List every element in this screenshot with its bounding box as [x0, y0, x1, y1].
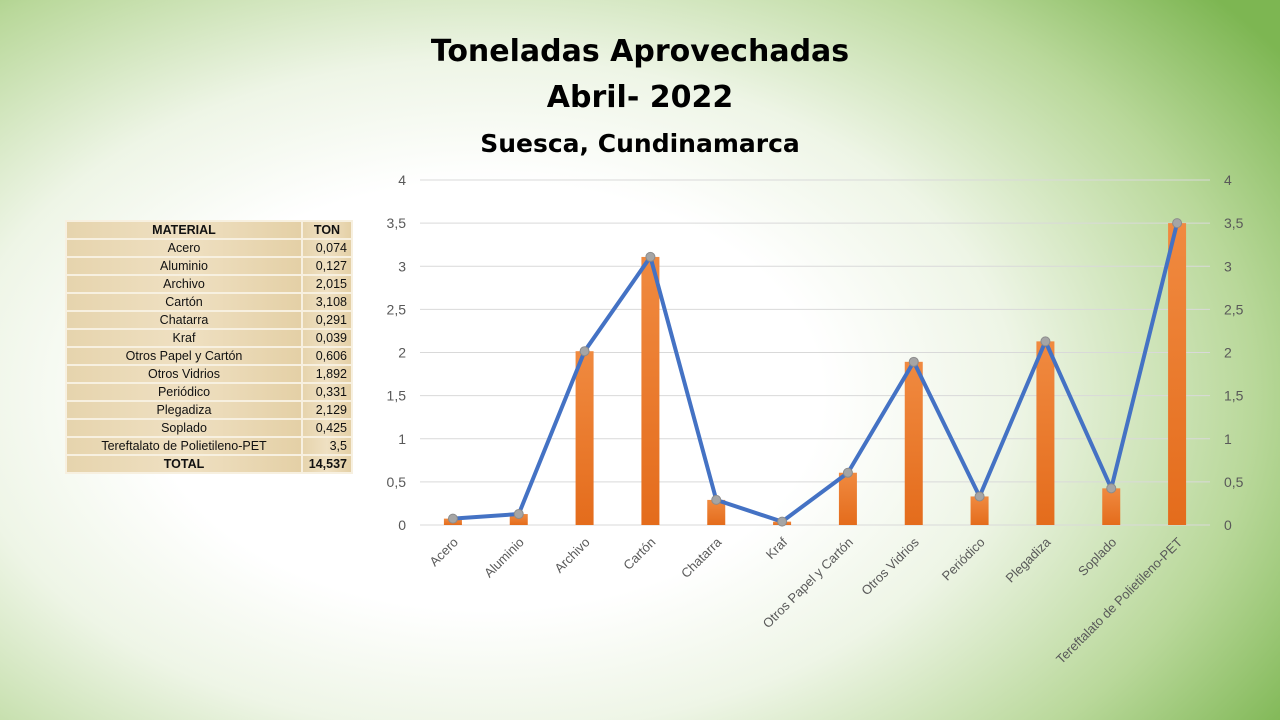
line-marker: [908, 356, 919, 367]
table-header-row: MATERIAL TON: [65, 220, 353, 240]
table-row: Otros Vidrios 1,892: [65, 364, 353, 384]
table-row: Kraf 0,039: [65, 328, 353, 348]
total-value: 14,537: [301, 454, 353, 474]
chart-title: Toneladas Aprovechadas: [430, 34, 850, 69]
line-marker: [447, 513, 458, 524]
y-tick-label-right: 2,5: [1224, 301, 1244, 317]
ton-cell: 1,892: [301, 364, 353, 384]
table-row: Aluminio 0,127: [65, 256, 353, 276]
header-material: MATERIAL: [65, 220, 303, 240]
table-row: Otros Papel y Cartón 0,606: [65, 346, 353, 366]
line-marker: [579, 346, 590, 357]
material-cell: Tereftalato de Polietileno-PET: [65, 436, 303, 456]
bar: [1036, 341, 1055, 525]
bar: [707, 499, 726, 525]
y-tick-label-left: 1,5: [387, 388, 407, 404]
material-cell: Chatarra: [65, 310, 303, 330]
series-line: [452, 222, 1180, 524]
ton-cell: 0,291: [301, 310, 353, 330]
x-category-label: Cartón: [620, 535, 658, 573]
material-cell: Archivo: [65, 274, 303, 294]
x-category-label: Archivo: [551, 535, 592, 576]
line-marker: [974, 491, 985, 502]
y-tick-label-right: 3,5: [1224, 215, 1244, 231]
material-cell: Otros Papel y Cartón: [65, 346, 303, 366]
table-row: Plegadiza 2,129: [65, 400, 353, 420]
total-label: TOTAL: [65, 454, 303, 474]
bar: [904, 361, 923, 525]
x-category-label: Periódico: [939, 535, 988, 584]
bar: [1168, 223, 1187, 525]
ton-cell: 3,5: [301, 436, 353, 456]
total-row: TOTAL 14,537: [65, 454, 353, 474]
line-marker: [777, 516, 788, 527]
y-tick-label-right: 4: [1224, 172, 1232, 188]
line-marker: [1172, 218, 1183, 229]
y-tick-label-left: 2: [398, 345, 406, 361]
ton-cell: 2,129: [301, 400, 353, 420]
table-row: Chatarra 0,291: [65, 310, 353, 330]
material-cell: Kraf: [65, 328, 303, 348]
y-tick-label-left: 1: [398, 431, 406, 447]
material-cell: Cartón: [65, 292, 303, 312]
material-cell: Otros Vidrios: [65, 364, 303, 384]
x-category-label: Tereftalato de Polietileno-PET: [1053, 534, 1185, 666]
x-category-label: Plegadiza: [1003, 534, 1055, 586]
x-category-label: Acero: [426, 535, 461, 570]
table-row: Soplado 0,425: [65, 418, 353, 438]
bar: [641, 256, 660, 525]
materials-table: MATERIAL TON Acero 0,074 Aluminio 0,127 Arch…: [65, 220, 353, 474]
y-tick-label-right: 2: [1224, 345, 1232, 361]
table-row: Archivo 2,015: [65, 274, 353, 294]
ton-cell: 2,015: [301, 274, 353, 294]
bar: [575, 351, 594, 525]
material-cell: Plegadiza: [65, 400, 303, 420]
material-cell: Aluminio: [65, 256, 303, 276]
y-tick-label-right: 1: [1224, 431, 1232, 447]
chart-subtitle: Abril- 2022: [546, 80, 734, 115]
y-tick-label-left: 3,5: [387, 215, 407, 231]
y-tick-label-left: 4: [398, 172, 406, 188]
line-marker: [1106, 483, 1117, 494]
y-tick-label-right: 0,5: [1224, 474, 1244, 490]
y-tick-label-left: 0,5: [387, 474, 407, 490]
table-row: Cartón 3,108: [65, 292, 353, 312]
y-tick-label-left: 0: [398, 517, 406, 533]
y-tick-label-left: 3: [398, 258, 406, 274]
chart-location: Suesca, Cundinamarca: [480, 129, 800, 158]
y-tick-label-right: 0: [1224, 517, 1232, 533]
bar: [970, 496, 989, 525]
line-marker: [711, 494, 722, 505]
table-row: Periódico 0,331: [65, 382, 353, 402]
x-category-label: Otros Vidrios: [858, 534, 922, 598]
y-tick-label-left: 2,5: [387, 301, 407, 317]
material-cell: Periódico: [65, 382, 303, 402]
line-marker: [513, 509, 524, 520]
ton-cell: 0,039: [301, 328, 353, 348]
x-category-label: Chatarra: [678, 534, 725, 581]
line-marker: [842, 467, 853, 478]
ton-cell: 0,425: [301, 418, 353, 438]
bar: [1102, 488, 1121, 525]
line-marker: [1040, 336, 1051, 347]
ton-cell: 0,331: [301, 382, 353, 402]
material-cell: Acero: [65, 238, 303, 258]
header-ton: TON: [301, 220, 353, 240]
ton-cell: 3,108: [301, 292, 353, 312]
table-row: Tereftalato de Polietileno-PET 3,5: [65, 436, 353, 456]
bar: [509, 514, 528, 525]
bar: [838, 472, 857, 525]
x-category-label: Aluminio: [481, 535, 527, 581]
x-category-label: Kraf: [763, 534, 791, 562]
ton-cell: 0,606: [301, 346, 353, 366]
ton-cell: 0,127: [301, 256, 353, 276]
y-tick-label-right: 1,5: [1224, 388, 1244, 404]
line-marker: [645, 251, 656, 262]
material-cell: Soplado: [65, 418, 303, 438]
x-category-label: Soplado: [1075, 535, 1119, 579]
table-row: Acero 0,074: [65, 238, 353, 258]
y-tick-label-right: 3: [1224, 258, 1232, 274]
ton-cell: 0,074: [301, 238, 353, 258]
